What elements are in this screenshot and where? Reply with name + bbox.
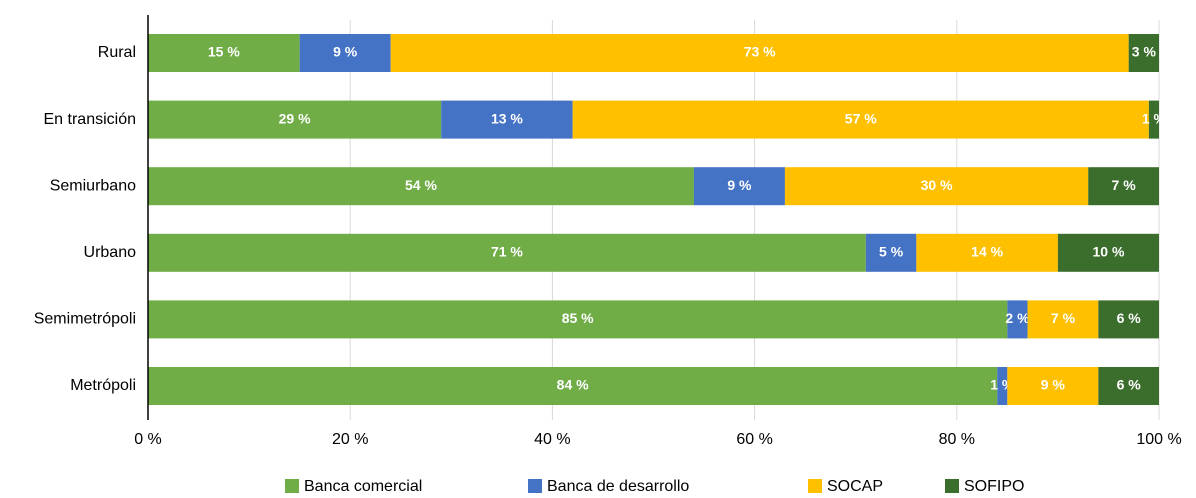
value-label: 2 % — [1005, 310, 1030, 326]
bar-segment — [148, 233, 866, 272]
y-tick-label: Urbano — [84, 244, 137, 261]
value-label: 29 % — [279, 110, 311, 126]
legend-label: Banca comercial — [304, 478, 422, 495]
bar-segment — [693, 167, 785, 206]
value-label: 54 % — [405, 177, 437, 193]
value-label: 9 % — [333, 44, 358, 60]
value-label: 14 % — [971, 244, 1003, 260]
y-tick-label: Rural — [98, 44, 136, 61]
value-label: 57 % — [845, 110, 877, 126]
bar-segment — [148, 100, 442, 139]
bar-segment — [148, 300, 1008, 339]
bar-segment — [916, 233, 1058, 272]
bar-segment — [1128, 34, 1159, 72]
bar-segment — [1007, 367, 1099, 405]
bar-segment — [390, 34, 1129, 72]
value-label: 6 % — [1117, 310, 1142, 326]
value-label: 73 % — [744, 44, 776, 60]
x-tick-label: 0 % — [134, 431, 162, 448]
y-tick-label: Metrópoli — [70, 377, 136, 394]
value-label: 13 % — [491, 110, 523, 126]
legend-label: SOCAP — [827, 478, 883, 495]
legend-label: Banca de desarrollo — [547, 478, 689, 495]
bar-segment — [1027, 300, 1099, 339]
bar-segment — [1088, 167, 1159, 206]
legend-swatch — [285, 479, 299, 493]
x-tick-label: 40 % — [534, 431, 570, 448]
value-label: 10 % — [1092, 244, 1124, 260]
value-label: 85 % — [562, 310, 594, 326]
x-tick-label: 20 % — [332, 431, 368, 448]
bar-segment — [1098, 367, 1159, 405]
value-label: 30 % — [921, 177, 953, 193]
value-label: 7 % — [1112, 177, 1137, 193]
bar-segment — [997, 367, 1008, 405]
bar-segment — [148, 367, 998, 405]
bar-segment — [1148, 100, 1159, 139]
bar-segment — [572, 100, 1149, 139]
x-tick-label: 60 % — [736, 431, 772, 448]
legend-swatch — [945, 479, 959, 493]
y-tick-label: Semimetrópoli — [34, 311, 136, 328]
bar-segment — [1007, 300, 1028, 339]
bar-segment — [148, 34, 300, 72]
value-label: 9 % — [1041, 377, 1066, 393]
value-label: 15 % — [208, 44, 240, 60]
legend-swatch — [808, 479, 822, 493]
value-label: 6 % — [1117, 377, 1142, 393]
bar-segment — [1098, 300, 1159, 339]
value-label: 1 % — [1142, 110, 1167, 126]
value-label: 9 % — [727, 177, 752, 193]
value-label: 7 % — [1051, 310, 1076, 326]
legend-label: SOFIPO — [964, 478, 1024, 495]
bar-segment — [299, 34, 391, 72]
value-label: 5 % — [879, 244, 904, 260]
x-tick-label: 100 % — [1136, 431, 1181, 448]
value-label: 84 % — [557, 377, 589, 393]
bar-segment — [148, 167, 694, 206]
bar-segment — [865, 233, 917, 272]
value-label: 3 % — [1132, 44, 1157, 60]
bar-segment — [441, 100, 573, 139]
y-tick-label: Semiurbano — [50, 177, 136, 194]
bar-segment — [1057, 233, 1159, 272]
legend-swatch — [528, 479, 542, 493]
value-label: 71 % — [491, 244, 523, 260]
y-tick-label: En transición — [44, 111, 137, 128]
x-tick-label: 80 % — [939, 431, 975, 448]
bar-segment — [784, 167, 1089, 206]
